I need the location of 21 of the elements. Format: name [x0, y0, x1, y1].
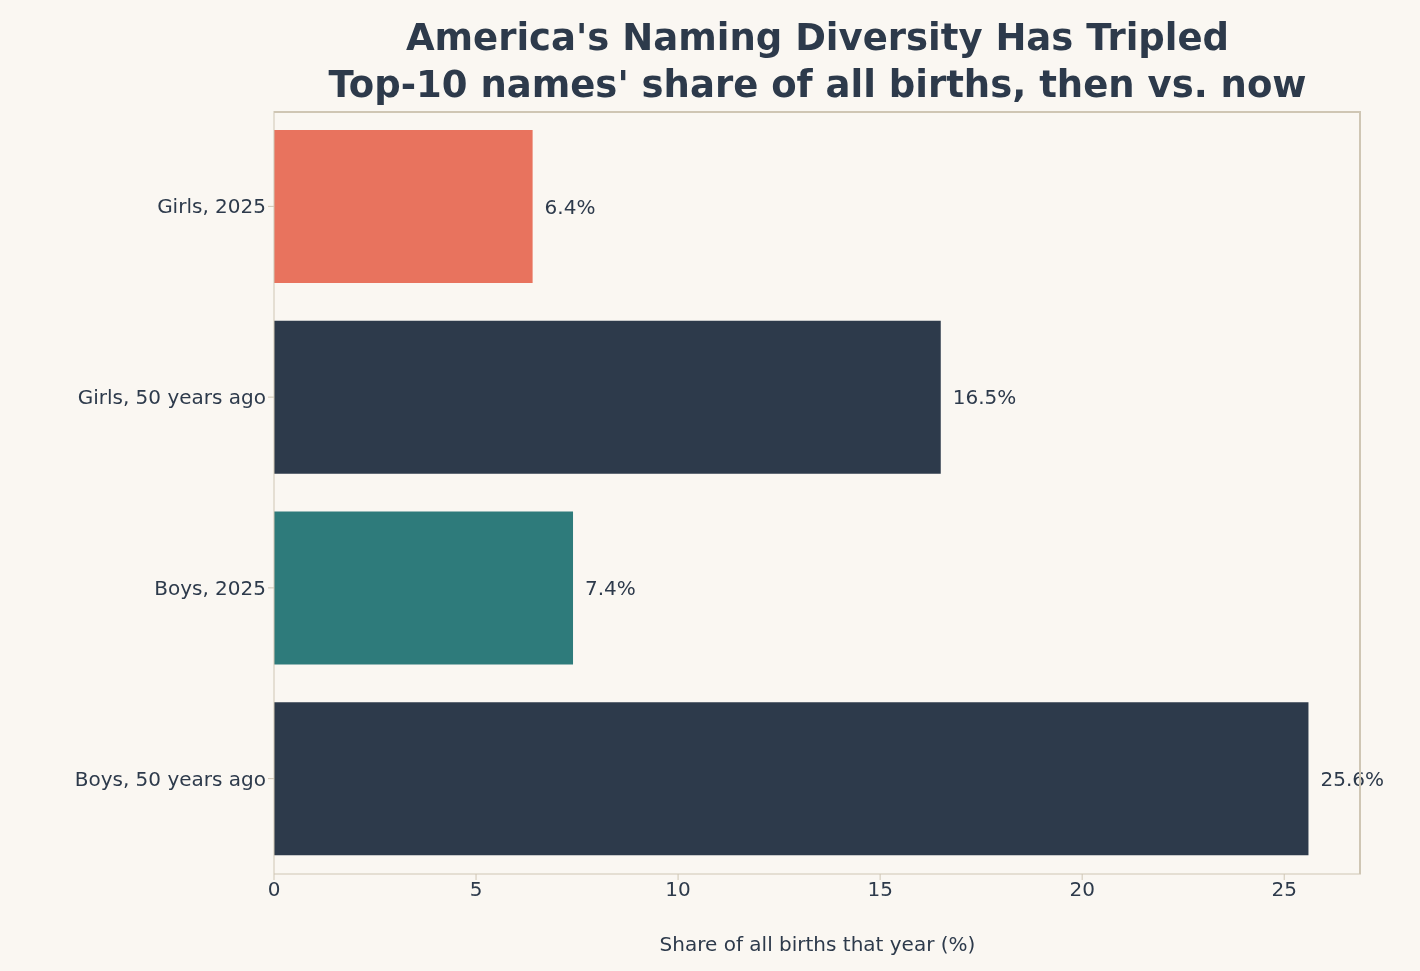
bar	[274, 702, 1309, 856]
data-label: 16.5%	[952, 385, 1017, 410]
data-label: 6.4%	[544, 194, 596, 219]
y-tick-label: Girls, 2025	[157, 194, 266, 219]
y-tick-label: Girls, 50 years ago	[77, 385, 266, 410]
y-tick-label: Boys, 50 years ago	[74, 766, 266, 791]
x-tick-label: 5	[469, 877, 483, 902]
x-axis-title: Share of all births that year (%)	[659, 932, 976, 956]
x-tick-label: 0	[267, 877, 281, 902]
x-tick-label: 15	[867, 877, 893, 902]
bar	[274, 511, 574, 665]
chart-subtitle: Top-10 names' share of all births, then vs. now	[327, 62, 1308, 108]
y-tick-label: Boys, 2025	[154, 575, 266, 600]
x-tick-label: 25	[1271, 877, 1297, 902]
data-label: 25.6%	[1320, 766, 1385, 791]
data-label: 7.4%	[585, 576, 636, 601]
chart-title: America's Naming Diversity Has Tripled	[404, 15, 1231, 61]
x-tick-label: 10	[665, 877, 691, 902]
bar	[274, 130, 533, 284]
x-tick-label: 20	[1069, 877, 1095, 902]
bar	[274, 320, 941, 474]
